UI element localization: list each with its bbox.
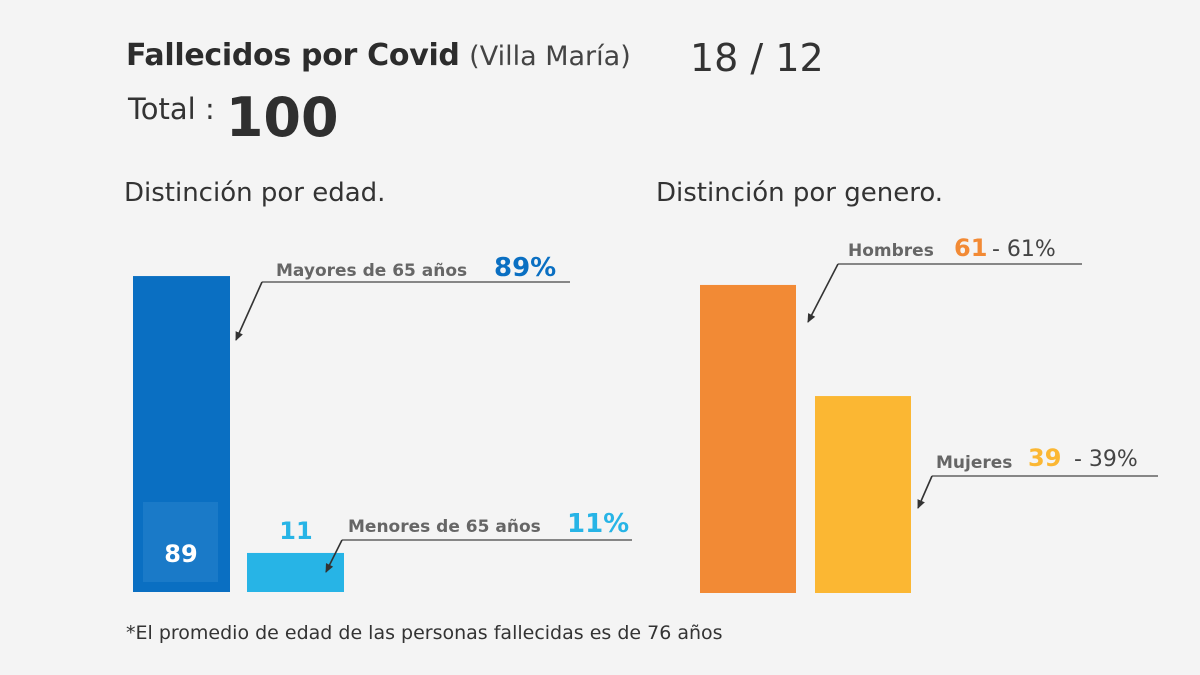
total-line: Total : 100 (128, 86, 339, 149)
percent-label-women: - 39% (1074, 447, 1138, 472)
callout-arrow-older (235, 281, 263, 341)
percent-label-men: - 61% (992, 237, 1056, 262)
value-label-older: 89 (164, 540, 197, 568)
category-label-older: Mayores de 65 años (276, 261, 467, 281)
title-main: Fallecidos por Covid (126, 38, 460, 73)
category-label-women: Mujeres (936, 453, 1012, 473)
chart-title: Fallecidos por Covid (Villa María) (126, 38, 631, 73)
report-date: 18 / 12 (690, 36, 824, 80)
value-label-younger: 11 (279, 517, 312, 545)
gender-chart: Hombres 61- 61% Mujeres 39 - 39% (700, 234, 1158, 593)
age-section-title: Distinción por edad. (124, 178, 386, 208)
age-chart: 89 11 Mayores de 65 años 89% Menores de 65 a… (133, 253, 632, 592)
callout-arrow-younger (325, 539, 343, 573)
footnote: *El promedio de edad de las personas fal… (126, 622, 723, 644)
category-label-men: Hombres (848, 241, 934, 261)
callout-arrow-men (807, 263, 839, 323)
title-place: (Villa María) (469, 41, 631, 72)
value-box-older (143, 502, 218, 582)
value-label-men: 61 (954, 234, 987, 262)
total-value: 100 (225, 86, 339, 149)
bar-women (815, 396, 911, 593)
percent-label-older: 89% (494, 253, 556, 283)
total-label: Total : (128, 92, 215, 126)
callout-arrow-women (917, 475, 933, 509)
percent-label-younger: 11% (567, 509, 629, 539)
gender-section-title: Distinción por genero. (656, 178, 944, 208)
category-label-younger: Menores de 65 años (348, 517, 541, 537)
bar-younger (247, 552, 344, 592)
bar-men (700, 284, 796, 593)
value-label-women: 39 (1028, 444, 1061, 472)
